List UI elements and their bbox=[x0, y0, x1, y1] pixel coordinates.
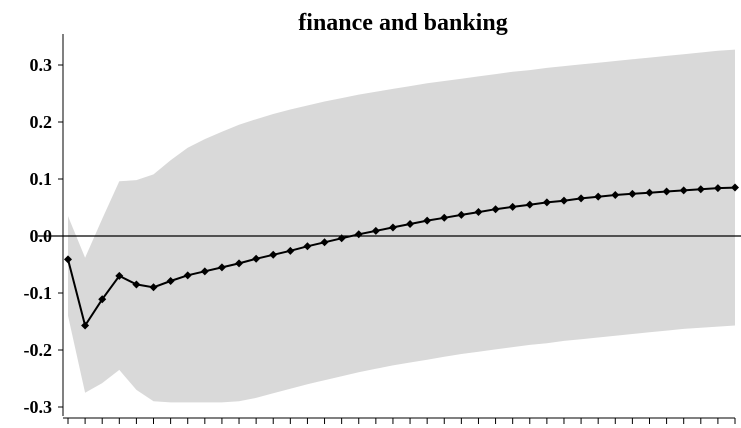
data-point-marker bbox=[645, 188, 654, 197]
data-point-marker bbox=[115, 271, 124, 280]
data-point-marker bbox=[491, 205, 500, 214]
data-point-marker bbox=[662, 187, 671, 196]
data-point-marker bbox=[440, 213, 449, 222]
data-point-marker bbox=[559, 196, 568, 205]
data-point-marker bbox=[252, 254, 261, 263]
data-point-marker bbox=[628, 189, 637, 198]
data-point-marker bbox=[183, 271, 192, 280]
series-line-layer bbox=[67, 186, 736, 328]
data-point-marker bbox=[235, 259, 244, 268]
data-point-marker bbox=[542, 198, 551, 207]
data-point-marker bbox=[303, 242, 312, 251]
chart-title: finance and banking bbox=[298, 10, 507, 36]
data-point-marker bbox=[423, 216, 432, 225]
data-point-marker bbox=[354, 230, 363, 239]
series-line bbox=[67, 186, 736, 328]
data-point-marker bbox=[166, 277, 175, 286]
x-axis bbox=[63, 417, 736, 424]
data-point-marker bbox=[406, 220, 415, 229]
data-point-marker bbox=[98, 295, 107, 304]
data-point-marker bbox=[149, 283, 158, 292]
data-point-marker bbox=[731, 183, 739, 192]
data-point-marker bbox=[611, 190, 620, 199]
data-point-marker bbox=[337, 234, 346, 243]
y-tick-label: -0.2 bbox=[24, 340, 53, 360]
data-point-marker bbox=[200, 267, 209, 276]
data-point-marker bbox=[508, 202, 517, 211]
data-point-marker bbox=[577, 194, 586, 203]
data-point-marker bbox=[269, 250, 278, 259]
markers-layer bbox=[64, 183, 739, 330]
y-axis: 0.3 0.2 0.1 0.0 -0.1 -0.2 -0.3 bbox=[24, 34, 64, 417]
data-point-marker bbox=[713, 184, 722, 193]
y-tick-label: 0.1 bbox=[30, 169, 53, 189]
data-point-marker bbox=[388, 223, 397, 232]
data-point-marker bbox=[474, 208, 483, 217]
data-point-marker bbox=[132, 280, 141, 289]
y-tick-label: 0.3 bbox=[30, 55, 53, 75]
data-point-marker bbox=[371, 226, 380, 235]
data-point-marker bbox=[594, 192, 603, 201]
y-tick-label: -0.3 bbox=[24, 397, 53, 417]
y-tick-label: -0.1 bbox=[24, 283, 53, 303]
data-point-marker bbox=[696, 185, 705, 194]
data-point-marker bbox=[320, 238, 329, 247]
data-point-marker bbox=[81, 321, 90, 330]
y-tick-label: 0.0 bbox=[30, 226, 53, 246]
data-point-marker bbox=[457, 210, 466, 219]
y-tick-label: 0.2 bbox=[30, 112, 53, 132]
data-point-marker bbox=[525, 200, 534, 209]
data-point-marker bbox=[217, 263, 226, 272]
data-point-marker bbox=[286, 246, 295, 255]
data-point-marker bbox=[679, 186, 688, 195]
data-point-marker bbox=[64, 255, 72, 264]
